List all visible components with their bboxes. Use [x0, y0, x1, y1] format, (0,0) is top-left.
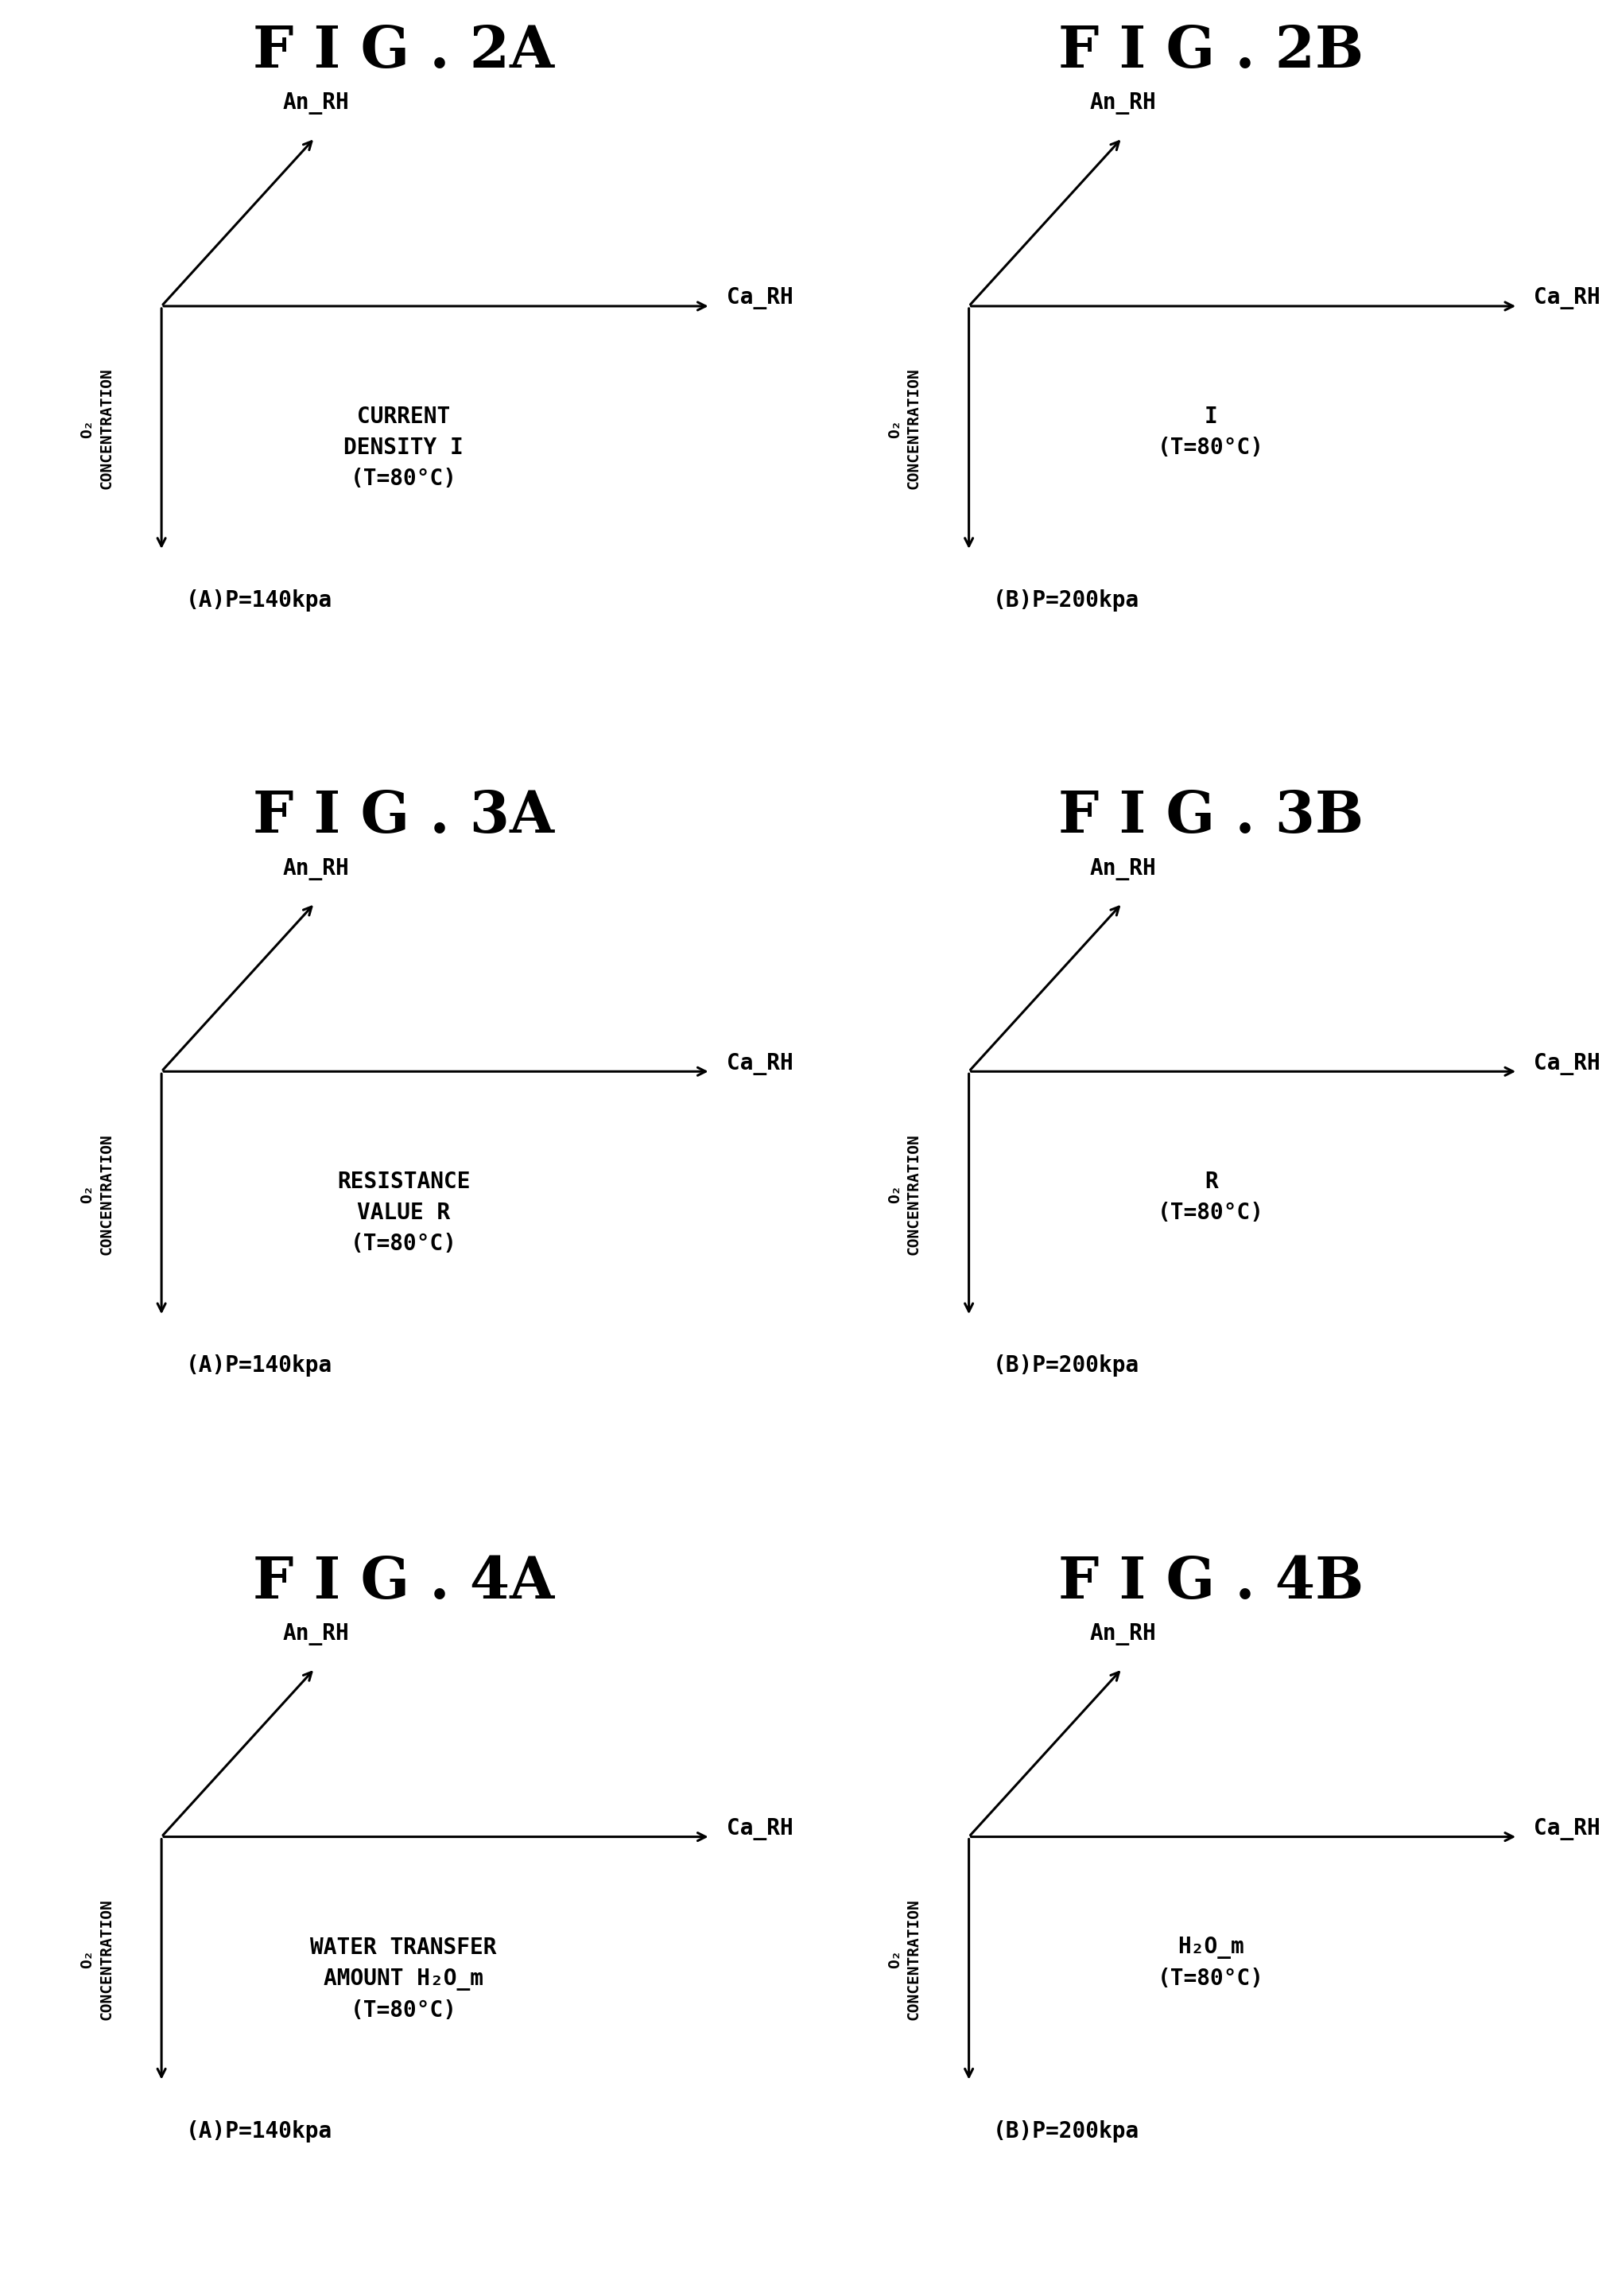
- Text: WATER TRANSFER
AMOUNT H₂O_m
(T=80°C): WATER TRANSFER AMOUNT H₂O_m (T=80°C): [310, 1936, 497, 2020]
- Text: Ca_RH: Ca_RH: [1533, 1052, 1599, 1075]
- Text: Ca_RH: Ca_RH: [1533, 1818, 1599, 1841]
- Text: H₂O_m
(T=80°C): H₂O_m (T=80°C): [1157, 1936, 1264, 1991]
- Text: R
(T=80°C): R (T=80°C): [1157, 1171, 1264, 1224]
- Text: CURRENT
DENSITY I
(T=80°C): CURRENT DENSITY I (T=80°C): [344, 406, 463, 489]
- Text: (B)P=200kpa: (B)P=200kpa: [993, 590, 1139, 611]
- Text: F I G . 2B: F I G . 2B: [1057, 23, 1364, 80]
- Text: F I G . 2A: F I G . 2A: [253, 23, 554, 80]
- Text: F I G . 3A: F I G . 3A: [253, 788, 554, 845]
- Text: O₂
CONCENTRATION: O₂ CONCENTRATION: [888, 1899, 920, 2020]
- Text: (A)P=140kpa: (A)P=140kpa: [186, 590, 332, 611]
- Text: Ca_RH: Ca_RH: [1533, 287, 1599, 310]
- Text: Ca_RH: Ca_RH: [726, 1818, 792, 1841]
- Text: An_RH: An_RH: [282, 92, 349, 115]
- Text: An_RH: An_RH: [282, 859, 349, 879]
- Text: An_RH: An_RH: [1089, 92, 1156, 115]
- Text: O₂
CONCENTRATION: O₂ CONCENTRATION: [888, 367, 920, 489]
- Text: F I G . 4A: F I G . 4A: [253, 1554, 554, 1609]
- Text: F I G . 4B: F I G . 4B: [1057, 1554, 1364, 1609]
- Text: An_RH: An_RH: [1089, 1623, 1156, 1646]
- Text: Ca_RH: Ca_RH: [726, 287, 792, 310]
- Text: O₂
CONCENTRATION: O₂ CONCENTRATION: [81, 367, 113, 489]
- Text: Ca_RH: Ca_RH: [726, 1052, 792, 1075]
- Text: An_RH: An_RH: [1089, 859, 1156, 879]
- Text: I
(T=80°C): I (T=80°C): [1157, 406, 1264, 459]
- Text: (A)P=140kpa: (A)P=140kpa: [186, 1355, 332, 1378]
- Text: O₂
CONCENTRATION: O₂ CONCENTRATION: [81, 1899, 113, 2020]
- Text: O₂
CONCENTRATION: O₂ CONCENTRATION: [81, 1134, 113, 1254]
- Text: An_RH: An_RH: [282, 1623, 349, 1646]
- Text: (A)P=140kpa: (A)P=140kpa: [186, 2119, 332, 2142]
- Text: F I G . 3B: F I G . 3B: [1057, 788, 1364, 845]
- Text: O₂
CONCENTRATION: O₂ CONCENTRATION: [888, 1134, 920, 1254]
- Text: (B)P=200kpa: (B)P=200kpa: [993, 2119, 1139, 2142]
- Text: (B)P=200kpa: (B)P=200kpa: [993, 1355, 1139, 1378]
- Text: RESISTANCE
VALUE R
(T=80°C): RESISTANCE VALUE R (T=80°C): [337, 1171, 470, 1256]
